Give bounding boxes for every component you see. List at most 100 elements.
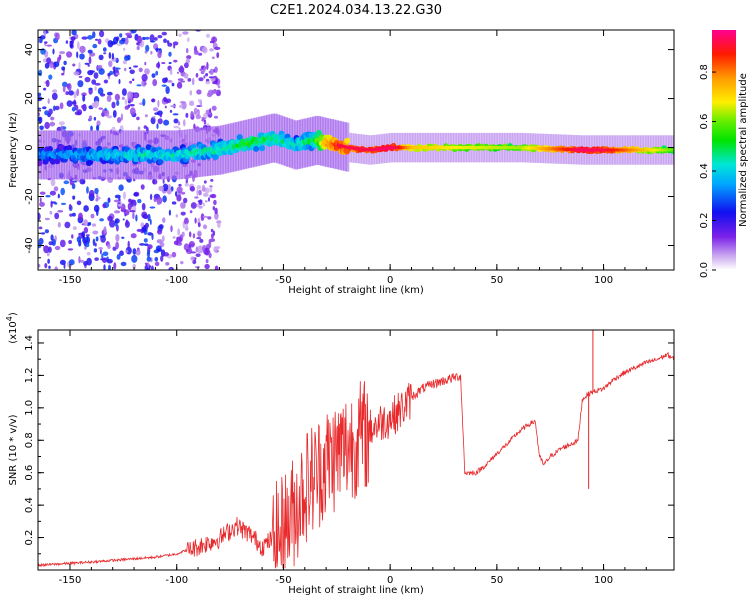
- ridge-blob: [212, 153, 219, 160]
- noise-blob: [74, 111, 82, 116]
- ridge-core: [446, 146, 450, 150]
- noise-blob: [67, 248, 74, 251]
- noise-blob: [72, 63, 76, 67]
- noise-blob: [153, 197, 157, 202]
- colorbar-tick-label: 0.6: [699, 114, 710, 130]
- noise-blob: [43, 30, 47, 37]
- noise-blob: [109, 219, 116, 228]
- noise-blob: [176, 82, 183, 89]
- spectrogram-ylabel: Frequency (Hz): [8, 112, 19, 188]
- ridge-core: [345, 145, 349, 149]
- noise-blob: [115, 72, 120, 76]
- noise-blob: [133, 93, 139, 98]
- noise-blob: [103, 79, 109, 84]
- noise-blob: [180, 211, 186, 216]
- ridge-core: [661, 148, 665, 152]
- ridge-core: [439, 146, 443, 150]
- noise-blob: [184, 182, 189, 187]
- ridge-core: [649, 148, 653, 152]
- noise-blob: [120, 113, 123, 121]
- noise-blob: [53, 61, 60, 68]
- noise-blob: [57, 193, 60, 199]
- noise-blob: [136, 116, 140, 121]
- ridge-core: [352, 146, 356, 150]
- noise-blob: [39, 37, 43, 44]
- noise-blob: [90, 125, 93, 132]
- noise-blob: [198, 205, 203, 209]
- snr-data: [38, 330, 674, 569]
- ridge-blob: [157, 158, 164, 165]
- noise-blob: [214, 66, 218, 73]
- noise-blob: [202, 202, 205, 207]
- ridge-core: [582, 148, 586, 152]
- noise-blob: [199, 68, 203, 72]
- ridge-core: [656, 148, 660, 152]
- ridge-core: [519, 146, 523, 150]
- noise-blob: [114, 67, 121, 70]
- colorbar-tick-label: 0.2: [699, 213, 710, 229]
- noise-blob: [217, 85, 221, 89]
- noise-blob: [73, 71, 80, 76]
- noise-blob: [147, 232, 153, 236]
- noise-blob: [98, 68, 105, 75]
- ridge-core: [398, 146, 402, 150]
- noise-blob: [204, 247, 210, 256]
- ridge-core: [401, 146, 405, 150]
- noise-blob: [87, 49, 93, 54]
- noise-blob: [132, 211, 135, 220]
- ridge-core: [534, 146, 538, 150]
- noise-blob: [106, 258, 113, 264]
- ridge-core: [430, 146, 434, 150]
- ridge-core: [492, 146, 496, 150]
- noise-blob: [168, 209, 171, 216]
- noise-blob: [94, 242, 97, 247]
- ridge-core: [338, 144, 342, 147]
- ridge-core: [341, 144, 345, 148]
- noise-blob: [196, 89, 202, 95]
- noise-blob: [210, 179, 214, 182]
- noise-blob: [157, 50, 162, 59]
- ridge-core: [611, 148, 615, 152]
- ridge-core: [478, 146, 482, 150]
- ridge-core: [572, 148, 576, 152]
- noise-blob: [141, 203, 146, 211]
- noise-blob: [82, 94, 86, 102]
- noise-blob: [195, 265, 200, 269]
- noise-blob: [185, 48, 189, 54]
- noise-blob: [159, 114, 162, 118]
- ridge-core: [555, 147, 559, 151]
- ridge-core: [548, 147, 552, 151]
- noise-blob: [47, 258, 50, 264]
- spectrogram-data: [38, 30, 674, 270]
- snr-ylabel: SNR (10 * v/v): [8, 414, 19, 485]
- noise-blob: [161, 84, 167, 87]
- noise-blob: [39, 191, 46, 195]
- ridge-core: [429, 146, 432, 150]
- ridge-core: [480, 146, 484, 150]
- noise-blob: [173, 44, 176, 49]
- ridge-core: [408, 146, 412, 150]
- ridge-core: [516, 146, 520, 150]
- ridge-blob: [38, 160, 43, 167]
- noise-blob: [128, 198, 132, 203]
- noise-blob: [171, 82, 175, 87]
- noise-blob: [200, 70, 205, 75]
- ridge-core: [538, 146, 542, 150]
- noise-blob: [119, 250, 124, 256]
- noise-blob: [183, 197, 188, 204]
- spectrogram-xtick-label: -100: [165, 275, 188, 286]
- noise-blob: [73, 99, 77, 107]
- ridge-blob: [315, 129, 322, 136]
- noise-blob: [53, 186, 59, 192]
- noise-blob: [79, 178, 86, 185]
- noise-blob: [149, 206, 156, 209]
- ridge-core: [360, 147, 364, 151]
- noise-blob: [113, 36, 119, 45]
- noise-blob: [176, 186, 183, 194]
- noise-blob: [106, 91, 113, 96]
- noise-blob: [176, 71, 180, 74]
- ridge-core: [664, 148, 668, 152]
- noise-blob: [129, 103, 135, 107]
- noise-blob: [74, 104, 79, 111]
- ridge-blob: [66, 145, 73, 151]
